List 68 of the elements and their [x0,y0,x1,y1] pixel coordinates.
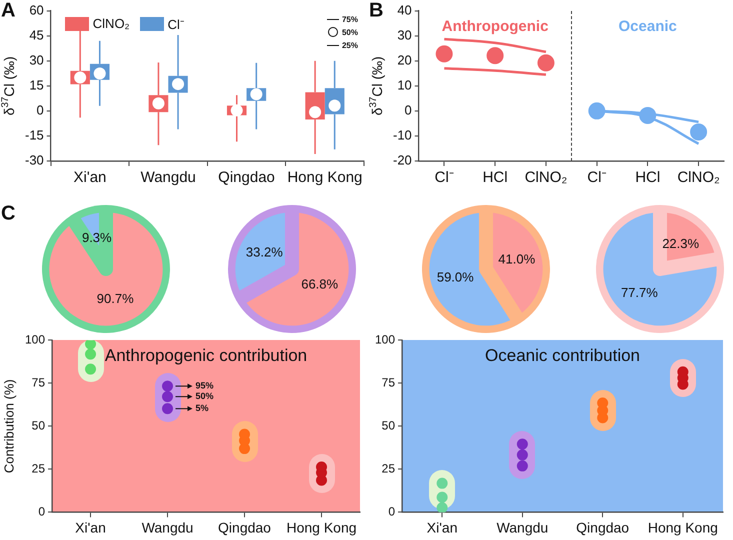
chart-title: C [1,202,16,225]
y-tick-label: -30 [24,152,44,168]
legend-label: ClNO₂ [92,16,130,32]
data-label: 90.7% [96,291,134,306]
y-tick-label: -10 [392,128,412,143]
x-tick-label: Hong Kong [287,169,362,186]
data-label: 41.0% [498,252,536,267]
y-tick-label: 50 [382,418,396,433]
data-label: 9.3% [82,230,112,245]
x-tick-label: Hong Kong [648,519,718,536]
data-label: 66.8% [301,276,339,292]
y-tick-label: 0 [404,102,412,118]
chart-title: Anthropogenic contribution [104,346,308,365]
x-tick-label: Qingdao [218,519,272,536]
y-tick-label: 0 [38,504,46,519]
text: Oceanic [618,18,677,35]
y-tick-label: -20 [392,152,412,168]
annotation: 95% [196,380,214,391]
x-tick-label: Wangdu [496,519,548,536]
x-tick-label: Cl⁻ [587,169,606,186]
y-tick-label: 75 [32,376,46,390]
data-label: 77.7% [620,285,658,300]
y-tick-label: 30 [29,52,44,68]
y-tick-label: 25 [382,462,396,476]
x-tick-label: ClNO₂ [677,169,720,186]
x-tick-label: Xi'an [75,519,106,536]
y-tick-label: 10 [397,77,412,92]
y-tick-label: 50 [32,418,46,433]
data-label: 59.0% [436,270,474,285]
chart-title: A [1,0,16,22]
x-tick-label: Wangdu [142,519,194,536]
x-tick-label: HCl [482,169,508,186]
x-tick-label: HCl [635,169,660,186]
y-axis-title: δ37Cl (‰) [0,56,17,116]
y-tick-label: 60 [29,2,44,18]
x-tick-label: Cl⁻ [434,169,454,186]
x-tick-label: Wangdu [140,169,196,186]
x-tick-label: Qingdao [576,519,630,536]
y-tick-label: 0 [388,504,396,519]
y-axis-title: δ37Cl (‰) [368,56,385,116]
annotation: 5% [196,403,209,414]
chart-title: B [369,0,384,22]
annotation: 50% [342,26,358,39]
data-label: 33.2% [246,244,284,260]
y-tick-label: 30 [397,27,412,42]
y-axis-title: Contribution (%) [2,379,17,474]
annotation: 50% [196,391,214,402]
y-tick-label: -15 [24,128,44,143]
x-tick-label: Hong Kong [286,519,357,536]
y-tick-label: 0 [36,102,44,118]
annotation: 25% [342,40,358,52]
y-tick-label: 40 [397,2,412,18]
annotation: 75% [342,14,358,26]
data-label: 22.3% [662,236,700,252]
chart-title: Oceanic contribution [485,346,640,365]
y-tick-label: 45 [29,27,44,42]
x-tick-label: ClNO₂ [524,169,568,186]
y-tick-label: 100 [374,332,396,347]
legend-label: Cl⁻ [168,16,184,33]
y-tick-label: 20 [397,52,412,68]
y-tick-label: 15 [29,77,44,92]
x-tick-label: Qingdao [218,169,275,186]
series-label: Anthropogenic [442,18,548,35]
y-tick-label: 100 [24,332,46,347]
y-tick-label: 25 [32,462,46,476]
x-tick-label: Xi'an [73,169,106,186]
x-tick-label: Xi'an [426,519,458,536]
y-tick-label: 75 [382,376,396,390]
